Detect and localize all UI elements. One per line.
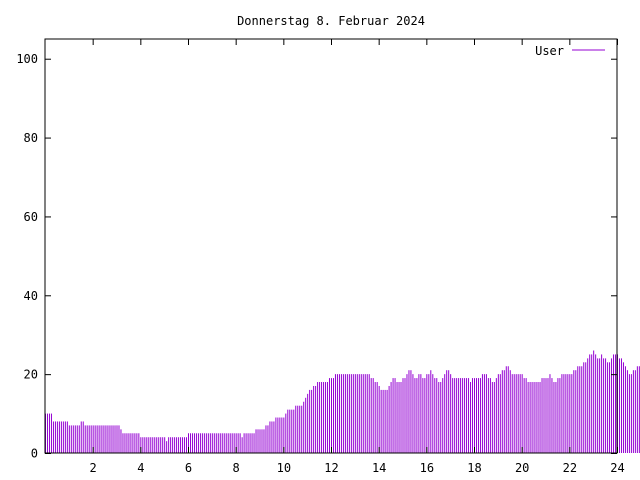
y-tick-label: 100 xyxy=(16,52,38,66)
x-tick-label: 4 xyxy=(137,461,144,475)
x-tick-label: 10 xyxy=(277,461,291,475)
y-tick-label: 80 xyxy=(24,131,38,145)
legend-label-user: User xyxy=(535,44,564,58)
y-tick-label: 20 xyxy=(24,368,38,382)
y-tick-label: 60 xyxy=(24,210,38,224)
y-tick-label: 0 xyxy=(31,447,38,461)
x-tick-label: 6 xyxy=(185,461,192,475)
x-tick-label: 24 xyxy=(610,461,624,475)
x-tick-label: 12 xyxy=(324,461,338,475)
x-tick-label: 18 xyxy=(467,461,481,475)
x-tick-label: 22 xyxy=(563,461,577,475)
series-bars xyxy=(45,350,640,453)
y-tick-label: 40 xyxy=(24,289,38,303)
x-tick-label: 8 xyxy=(233,461,240,475)
x-tick-label: 20 xyxy=(515,461,529,475)
chart-title: Donnerstag 8. Februar 2024 xyxy=(237,14,425,28)
x-tick-label: 16 xyxy=(420,461,434,475)
x-tick-label: 2 xyxy=(90,461,97,475)
x-tick-label: 14 xyxy=(372,461,386,475)
legend: User xyxy=(535,44,605,58)
